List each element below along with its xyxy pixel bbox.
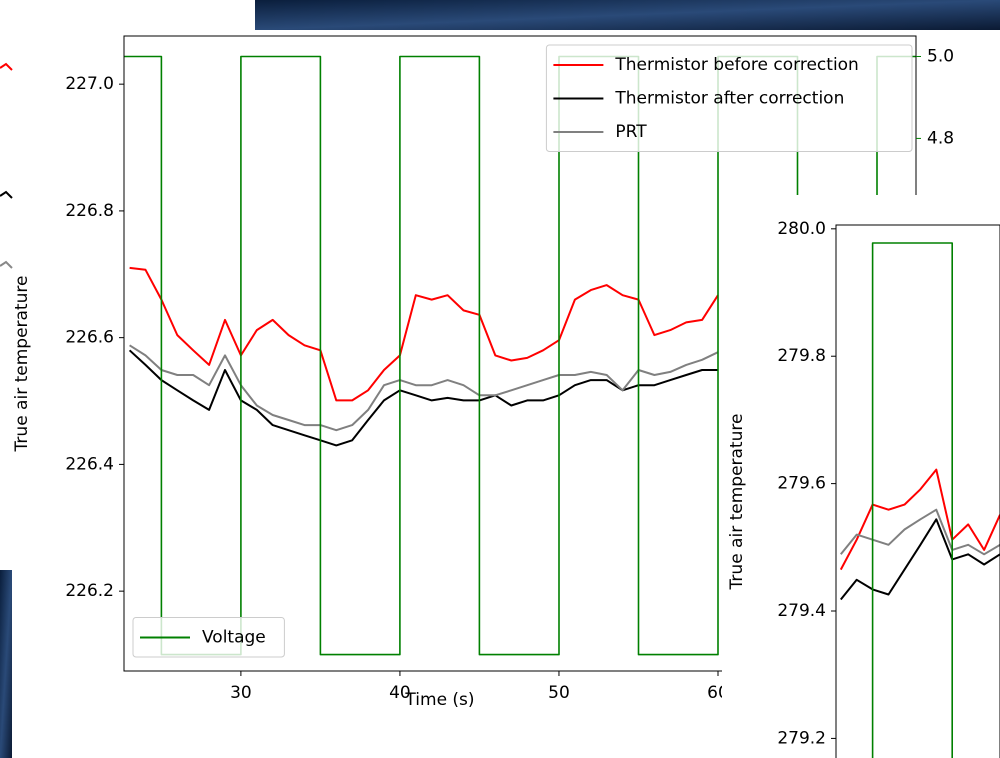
y2-tick-label: 5.0 (927, 46, 954, 66)
data-line (129, 266, 719, 402)
data-line (840, 508, 1000, 556)
y-axis-label: True air temperature (727, 414, 747, 591)
y-tick-label: 279.6 (777, 474, 826, 494)
x-axis-label: Time (s) (404, 690, 474, 710)
legend-label: PRT (615, 122, 647, 142)
fragment-line (0, 260, 13, 269)
legend-box (545, 44, 913, 152)
x-tick-label: 50 (548, 683, 570, 703)
background-image-strip (0, 570, 12, 758)
y-tick-label: 280.0 (777, 219, 826, 239)
y2-tick-label: 4.8 (927, 128, 954, 148)
data-line (840, 518, 1000, 601)
x-tick-label: 30 (230, 683, 252, 703)
axes-frame (835, 224, 1000, 758)
y-tick-label: 226.2 (65, 581, 114, 601)
fragment-line (0, 62, 13, 71)
y-axis-label: True air temperature (12, 276, 32, 453)
y-tick-label: 227.0 (65, 74, 114, 94)
fragment-line (0, 190, 13, 199)
y-tick-label: 226.8 (65, 201, 114, 221)
legend-label: Thermistor before correction (614, 55, 858, 75)
y-tick-label: 279.2 (777, 728, 826, 748)
inset-chart: 280.0 279.8 279.6 279.4 279.2 True air temper… (727, 219, 1000, 758)
overlay-figure-background (722, 195, 1000, 758)
data-line (839, 468, 1000, 571)
y-tick-label: 279.4 (777, 601, 826, 621)
x-tick-label: 40 (389, 683, 411, 703)
legend-label: Voltage (202, 628, 266, 648)
plot-area (839, 242, 1000, 758)
voltage-line (871, 242, 953, 758)
y-tick-label: 226.6 (65, 328, 114, 348)
y-tick-label: 279.8 (777, 346, 826, 366)
background-image-strip (255, 0, 1000, 30)
legend-box (132, 617, 285, 658)
legend-label: Thermistor after correction (614, 89, 844, 109)
y-tick-label: 226.4 (65, 454, 114, 474)
data-line (129, 344, 719, 432)
